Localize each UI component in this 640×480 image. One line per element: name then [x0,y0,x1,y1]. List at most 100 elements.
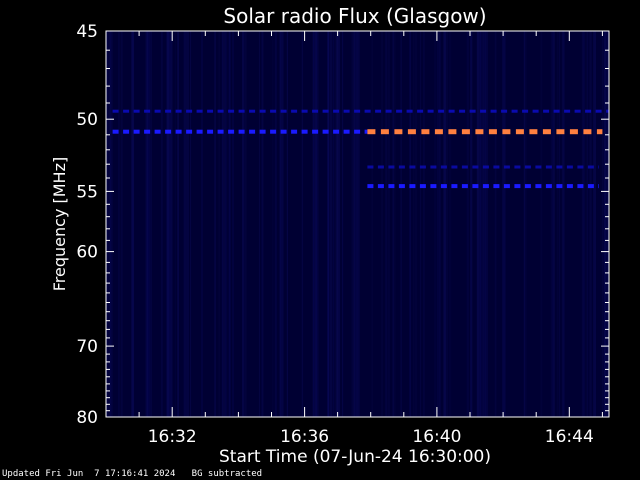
x-tick-label: 16:40 [412,427,461,447]
band-segment [112,109,119,113]
noise-streak [356,31,360,417]
band-segment [343,109,350,113]
band-segment [448,109,455,113]
noise-streak [446,31,448,417]
x-axis-label: Start Time (07-Jun-24 16:30:00) [219,447,491,467]
noise-streak [224,31,227,417]
noise-streak [279,31,281,417]
band-segment [312,109,319,113]
band-segment [556,184,563,189]
noise-streak [332,31,335,417]
band-segment [398,184,405,189]
noise-streak [415,31,418,417]
band-segment [419,184,426,189]
noise-streak [353,31,355,417]
noise-streak [228,31,230,417]
noise-streak [280,31,284,417]
band-segment [409,165,416,169]
noise-streaks [106,31,609,417]
band-segment [207,109,214,113]
band-segment [434,129,443,135]
band-segment [133,109,140,113]
noise-streak [149,31,151,417]
band-segment [367,129,376,135]
band-segment [522,109,529,113]
band-segment [280,129,287,134]
noise-streak [581,31,585,417]
band-segment [598,184,599,189]
band-segment [448,129,457,135]
band-segment [217,129,224,134]
noise-streak [444,31,446,417]
band-segment [406,109,413,113]
noise-streak [351,31,353,417]
band-segment [322,129,329,134]
noise-streak [562,31,565,417]
band-segment [144,109,151,113]
band-segment [606,109,609,113]
band-segment [398,165,405,169]
noise-streak [327,31,329,417]
footer-status: Updated Fri Jun 7 17:16:41 2024 BG subtr… [2,469,262,479]
band-segment [461,129,470,135]
x-tick-label: 16:44 [545,427,594,447]
y-tick-label: 55 [76,182,98,202]
noise-streak [335,31,339,417]
band-segment [461,184,468,189]
band-segment [207,129,214,134]
noise-streak [423,31,425,417]
band-segment [553,109,560,113]
band-segment [514,184,521,189]
noise-streak [258,31,260,417]
band-segment [364,109,371,113]
band-segment [175,129,182,134]
band-segment [377,184,384,189]
noise-streak [329,31,333,417]
noise-streak [221,31,224,417]
band-segment [385,109,392,113]
band-segment [438,109,445,113]
band-segment [249,129,256,134]
band-segment [535,165,542,169]
noise-streak [201,31,203,417]
noise-streak [327,31,329,417]
band-segment [228,129,235,134]
noise-streak [523,31,525,417]
band-segment [186,109,193,113]
noise-streak [313,31,316,417]
band-segment [585,109,592,113]
noise-streak [110,31,113,417]
noise-streak [218,31,221,417]
band-segment [354,129,361,134]
band-segment [380,129,389,135]
band-segment [493,184,500,189]
noise-streak [503,31,506,417]
noise-streak [502,31,505,417]
noise-streak [419,31,422,417]
band-segment [217,109,224,113]
x-tick-label: 16:36 [280,427,329,447]
noise-streak [132,31,134,417]
band-segment [154,109,161,113]
noise-streak [120,31,123,417]
band-segment [333,129,340,134]
noise-streak [147,31,149,417]
band-segment [123,109,130,113]
noise-streak [385,31,388,417]
band-segment [566,184,573,189]
band-segment [577,184,584,189]
band-segment [419,165,426,169]
noise-streak [409,31,412,417]
band-segment [175,109,182,113]
noise-streak [589,31,592,417]
noise-streak [131,31,135,417]
band-segment [301,109,308,113]
band-segment [598,165,599,169]
band-segment [196,129,203,134]
noise-streak [604,31,607,417]
noise-streak [272,31,274,417]
band-segment [482,184,489,189]
noise-streak [470,31,473,417]
band-segment [440,165,447,169]
band-segment [259,129,266,134]
